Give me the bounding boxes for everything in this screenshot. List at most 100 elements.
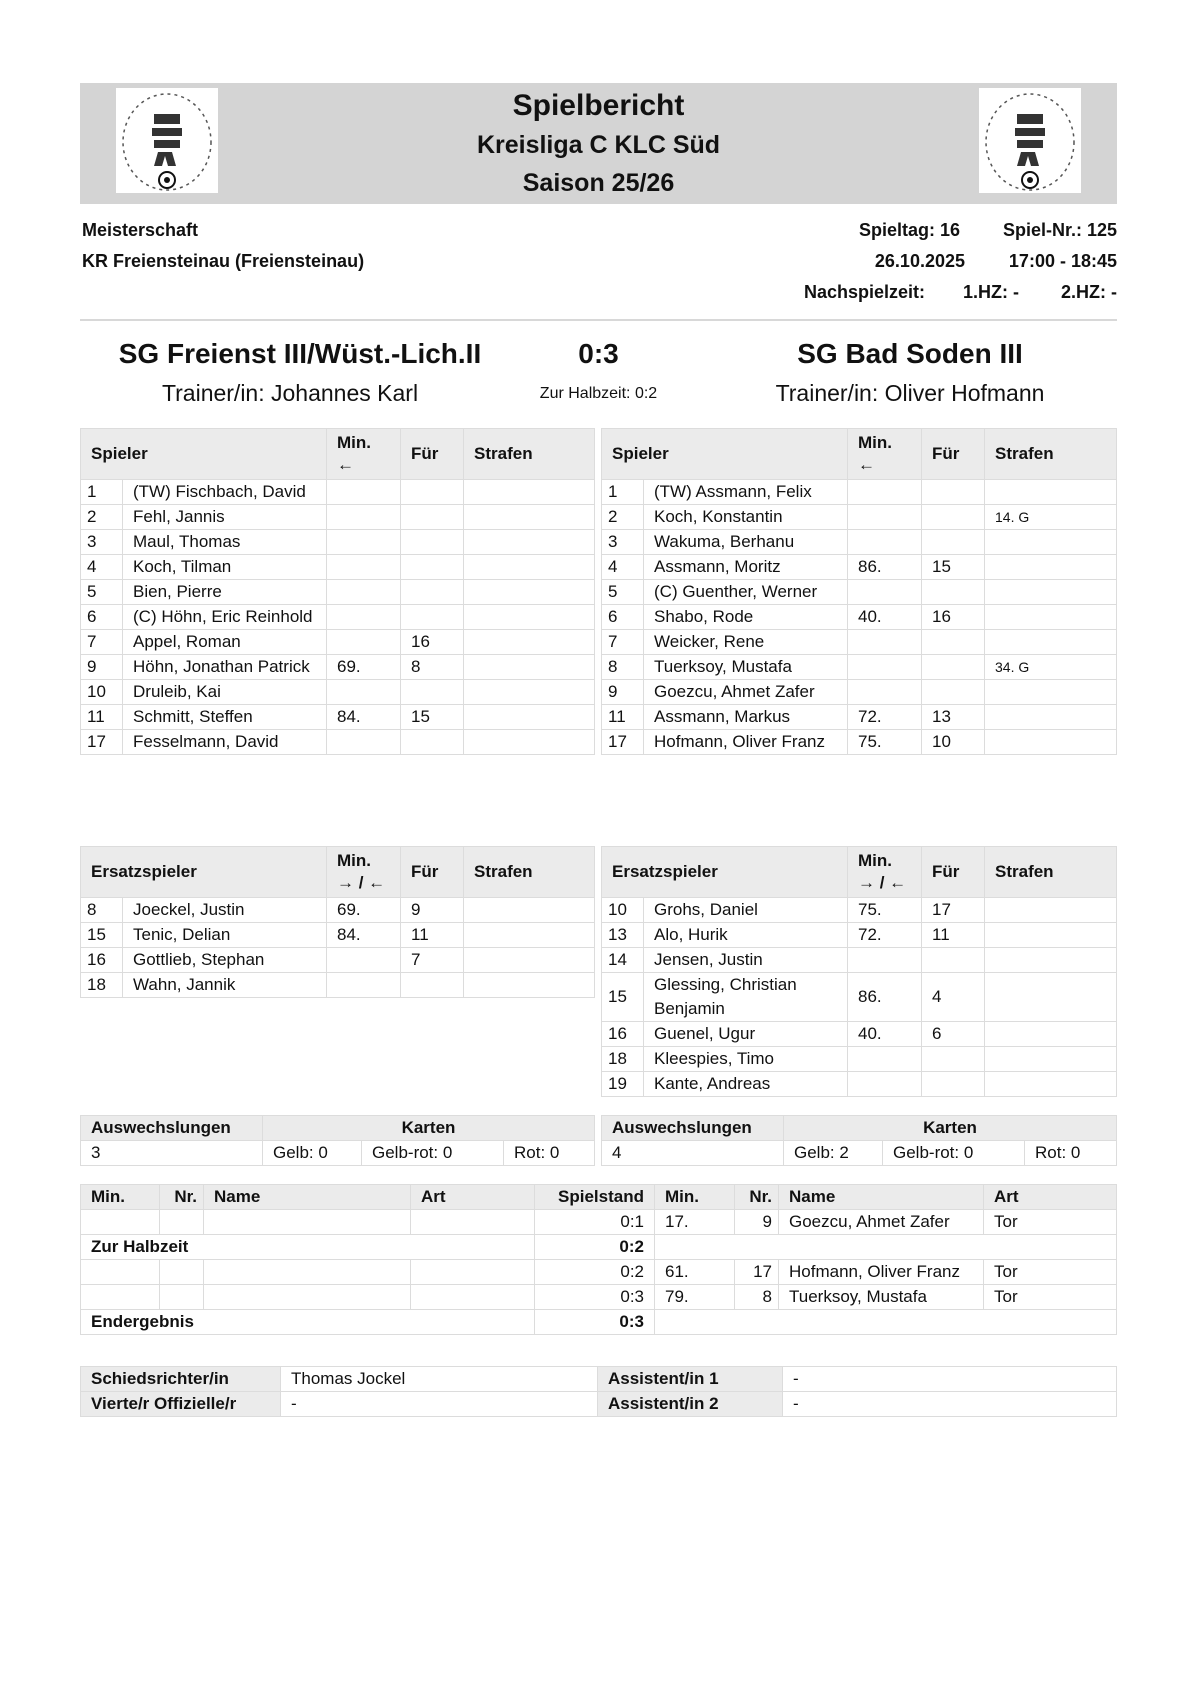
player-penalty xyxy=(984,1021,1117,1047)
player-minute xyxy=(847,529,923,555)
away-summary-table: Auswechslungen Karten 4 Gelb: 2 Gelb-rot: 0… xyxy=(601,1115,1117,1166)
player-number: 15 xyxy=(601,972,644,1022)
player-row: 10 Druleib, Kai xyxy=(80,679,595,705)
red-count: Rot: 0 xyxy=(1024,1140,1117,1166)
player-penalty xyxy=(984,704,1117,730)
crest-graphic xyxy=(985,93,1075,191)
home-min xyxy=(80,1259,160,1285)
player-name: Fehl, Jannis xyxy=(121,504,328,530)
referee-name: Thomas Jockel xyxy=(280,1366,598,1392)
player-minute: 84. xyxy=(326,704,402,730)
goal-row: 0:1 17. 9 Goezcu, Ahmet Zafer Tor xyxy=(80,1209,1117,1235)
player-row: 6 Shabo, Rode 40. 16 xyxy=(601,604,1117,630)
player-minute xyxy=(847,1046,922,1072)
assistant1-name: - xyxy=(782,1366,1117,1392)
player-name: Goezcu, Ahmet Zafer xyxy=(642,679,849,705)
player-penalty xyxy=(984,947,1117,973)
player-penalty: 14. G xyxy=(984,504,1117,530)
cards-header: Karten xyxy=(262,1115,595,1141)
player-penalty xyxy=(984,972,1117,1022)
player-number: 11 xyxy=(80,704,123,730)
player-name: Tenic, Delian xyxy=(122,922,327,948)
penalties-header: Strafen xyxy=(984,846,1117,898)
competition: Meisterschaft xyxy=(82,220,199,240)
player-name: Druleib, Kai xyxy=(121,679,328,705)
player-replaced xyxy=(921,947,985,973)
player-replaced: 9 xyxy=(400,897,464,923)
player-penalty xyxy=(463,947,595,973)
player-minute xyxy=(326,947,401,973)
substitutes-header: Ersatzspieler xyxy=(80,846,327,898)
home-name xyxy=(203,1259,411,1285)
player-replaced xyxy=(400,679,465,705)
away-goal-scorer: Tuerksoy, Mustafa xyxy=(778,1284,984,1310)
players-header: Spieler xyxy=(79,428,328,480)
player-replaced: 15 xyxy=(400,704,465,730)
player-row: 3 Wakuma, Berhanu xyxy=(601,529,1117,555)
player-penalty xyxy=(463,679,595,705)
player-row: 2 Fehl, Jannis xyxy=(80,504,595,530)
player-name: Höhn, Jonathan Patrick xyxy=(121,654,328,680)
minute-header: Min. → / ← xyxy=(847,846,922,898)
match-number: Spiel-Nr.: 125 xyxy=(1002,220,1117,240)
goal-row: 0:3 79. 8 Tuerksoy, Mustafa Tor xyxy=(80,1284,1117,1310)
player-minute: 72. xyxy=(847,922,922,948)
player-replaced xyxy=(400,479,465,505)
player-penalty xyxy=(984,579,1117,605)
player-name: Fesselmann, David xyxy=(121,729,328,755)
player-replaced: 15 xyxy=(921,554,986,580)
officials-table: Schiedsrichter/in Thomas Jockel Assistent/… xyxy=(80,1366,1117,1417)
goals-row-label: Zur Halbzeit xyxy=(80,1234,535,1260)
running-score: 0:2 xyxy=(534,1234,655,1260)
for-header: Für xyxy=(921,428,986,480)
player-row: 9 Goezcu, Ahmet Zafer xyxy=(601,679,1117,705)
player-number: 13 xyxy=(601,922,644,948)
player-number: 6 xyxy=(601,604,644,630)
home-team: SG Freienst III/Wüst.-Lich.II xyxy=(118,338,482,369)
arrow-left-icon: ← xyxy=(337,455,355,474)
player-name: Kante, Andreas xyxy=(643,1071,848,1097)
player-number: 18 xyxy=(601,1046,644,1072)
players-header: Spieler xyxy=(600,428,849,480)
home-nr-header: Nr. xyxy=(159,1184,204,1210)
player-replaced xyxy=(400,579,465,605)
home-min-header: Min. xyxy=(80,1184,160,1210)
yellow-red-count: Gelb-rot: 0 xyxy=(361,1140,504,1166)
home-min xyxy=(80,1209,160,1235)
home-summary-table: Auswechslungen Karten 3 Gelb: 0 Gelb-rot: 0… xyxy=(80,1115,595,1166)
away-subs-table: Ersatzspieler Min. → / ← Für Strafen 10 Grohs,… xyxy=(601,846,1117,1097)
assistant2-label: Assistent/in 2 xyxy=(597,1391,783,1417)
player-number: 10 xyxy=(80,679,123,705)
player-name: Shabo, Rode xyxy=(642,604,849,630)
home-min xyxy=(80,1284,160,1310)
player-row: 16 Gottlieb, Stephan 7 xyxy=(80,947,595,973)
player-name: Kleespies, Timo xyxy=(643,1046,848,1072)
player-replaced: 6 xyxy=(921,1021,985,1047)
yellow-count: Gelb: 2 xyxy=(783,1140,883,1166)
player-name: Tuerksoy, Mustafa xyxy=(642,654,849,680)
player-replaced xyxy=(400,972,464,998)
player-row: 11 Assmann, Markus 72. 13 xyxy=(601,704,1117,730)
home-type-header: Art xyxy=(410,1184,535,1210)
running-score: 0:1 xyxy=(534,1209,655,1235)
player-name: Alo, Hurik xyxy=(643,922,848,948)
report-title: Spielbericht xyxy=(512,89,685,122)
player-penalty xyxy=(984,1071,1117,1097)
player-row: 17 Fesselmann, David xyxy=(80,729,595,755)
player-minute xyxy=(847,479,923,505)
player-minute xyxy=(847,654,923,680)
player-replaced: 8 xyxy=(400,654,465,680)
player-name: Hofmann, Oliver Franz xyxy=(642,729,849,755)
player-row: 8 Tuerksoy, Mustafa 34. G xyxy=(601,654,1117,680)
home-coach: Trainer/in: Johannes Karl xyxy=(161,380,419,406)
player-number: 2 xyxy=(80,504,123,530)
player-number: 14 xyxy=(601,947,644,973)
hfv-logo-right xyxy=(979,88,1081,193)
player-replaced xyxy=(921,479,986,505)
player-penalty xyxy=(984,554,1117,580)
player-minute: 69. xyxy=(326,654,402,680)
player-minute: 40. xyxy=(847,604,923,630)
empty-cell xyxy=(654,1234,1117,1260)
player-minute: 84. xyxy=(326,922,401,948)
player-number: 1 xyxy=(601,479,644,505)
